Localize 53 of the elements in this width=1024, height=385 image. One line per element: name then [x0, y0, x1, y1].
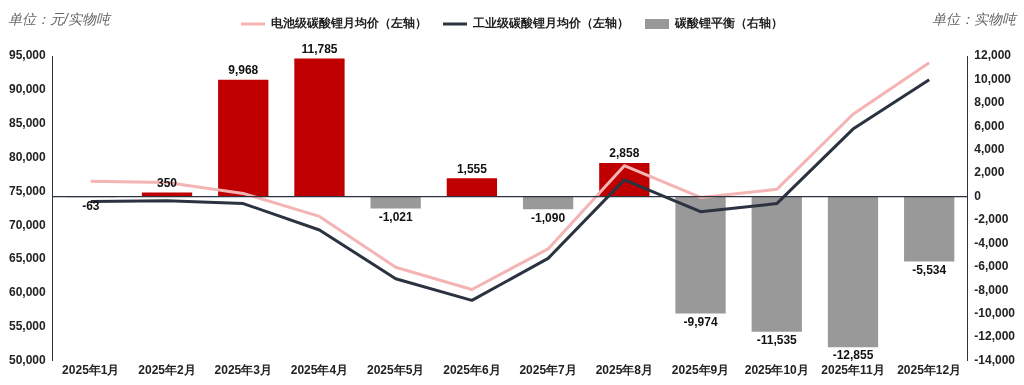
y-tick-label: 55,000	[9, 319, 47, 334]
y-tick-label: 80,000	[9, 149, 47, 164]
x-tick-label: 2025年2月	[138, 363, 196, 378]
data-label: -12,855	[832, 348, 874, 363]
x-tick-label: 2025年8月	[595, 363, 654, 378]
y2-axis-title: 单位：实物吨	[932, 10, 1018, 27]
data-label: 350	[157, 175, 178, 190]
x-tick-label: 2025年7月	[519, 363, 577, 378]
x-tick-label: 2025年9月	[671, 363, 730, 378]
y2-tick-label: -12,000	[974, 329, 1016, 344]
y2-tick-label: 8,000	[974, 95, 1005, 110]
x-tick-label: 2025年10月	[744, 363, 809, 378]
y2-tick-label: -14,000	[974, 352, 1016, 367]
y-tick-label: 65,000	[9, 251, 47, 266]
data-label: 2,858	[609, 146, 640, 161]
data-label: 9,968	[228, 63, 259, 78]
x-tick-label: 2025年11月	[821, 363, 885, 378]
y-tick-label: 75,000	[9, 183, 47, 198]
legend-label: 电池级碳酸锂月均价（左轴）	[271, 16, 427, 31]
y2-tick-label: 4,000	[974, 142, 1005, 157]
data-label: -9,974	[683, 314, 718, 329]
data-label: 11,785	[301, 41, 338, 56]
data-label: -63	[82, 198, 100, 213]
y-tick-label: 60,000	[9, 285, 47, 300]
data-label: -5,534	[912, 262, 947, 277]
legend-label: 碳酸锂平衡（右轴）	[674, 16, 783, 31]
x-tick-label: 2025年3月	[214, 363, 272, 378]
y-tick-label: 50,000	[9, 352, 47, 367]
x-tick-label: 2025年12月	[897, 363, 962, 378]
x-tick-label: 2025年5月	[366, 363, 425, 378]
data-label: -1,090	[531, 210, 566, 225]
y2-tick-label: -2,000	[974, 212, 1009, 227]
x-tick-label: 2025年1月	[62, 363, 120, 378]
data-label: -11,535	[756, 333, 798, 348]
data-label: 1,555	[456, 161, 488, 176]
y-axis-title: 单位：元/实物吨	[8, 10, 112, 27]
x-tick-label: 2025年6月	[443, 363, 501, 378]
y2-tick-label: -8,000	[974, 282, 1009, 297]
y2-tick-label: 10,000	[974, 71, 1012, 86]
y-tick-label: 85,000	[9, 116, 47, 130]
x-tick-label: 2025年4月	[290, 363, 349, 378]
legend-label: 工业级碳酸锂月均价（左轴）	[472, 16, 629, 31]
y2-tick-label: 2,000	[974, 165, 1005, 180]
data-label: -1,021	[378, 209, 414, 224]
y2-tick-label: -4,000	[974, 235, 1009, 250]
y2-tick-label: -6,000	[974, 259, 1009, 274]
y2-tick-label: -10,000	[974, 306, 1016, 321]
y2-tick-label: 6,000	[974, 118, 1005, 133]
y-tick-label: 95,000	[9, 48, 47, 63]
y-tick-label: 70,000	[9, 217, 47, 232]
y2-tick-label: 0	[974, 188, 982, 203]
y2-tick-label: 12,000	[974, 48, 1012, 63]
y-tick-label: 90,000	[9, 82, 47, 97]
